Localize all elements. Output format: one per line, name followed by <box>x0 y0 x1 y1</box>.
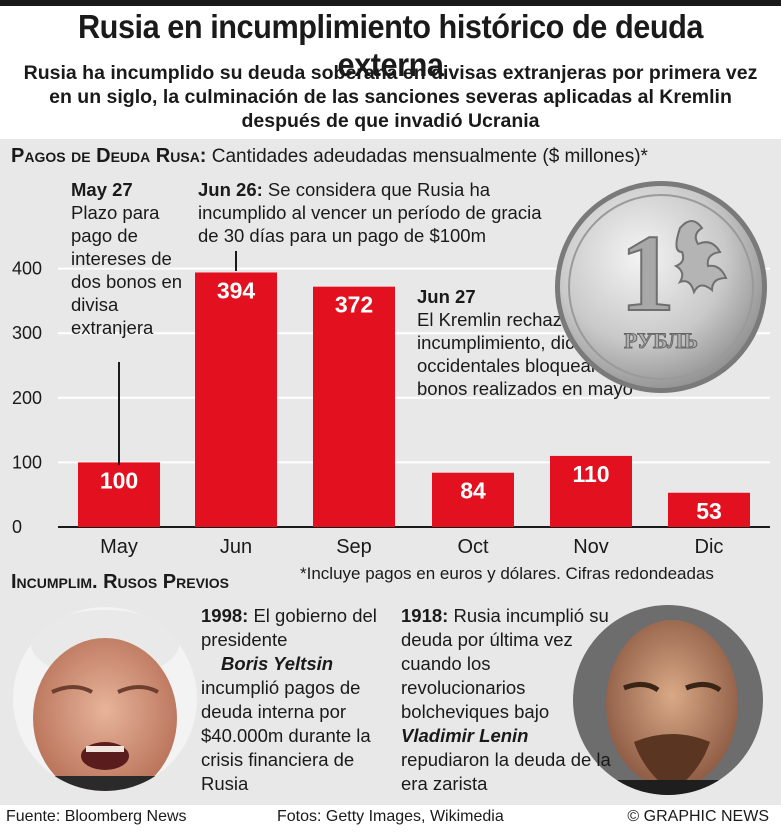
bar-value-label: 84 <box>460 478 486 504</box>
history-heading: Incumplim. Rusos Previos <box>11 571 229 594</box>
page-subtitle: Rusia ha incumplido su deuda soberana en… <box>23 62 758 132</box>
annotation-jun26: Jun 26: Se considera que Rusia ha incump… <box>198 178 548 247</box>
history-1998: 1998: El gobierno del presidente Boris Y… <box>201 604 401 796</box>
page-title: Rusia en incumplimiento histórico de deu… <box>77 8 704 83</box>
ruble-numeral: 1 <box>620 212 675 334</box>
history-1998-year: 1998: <box>201 605 249 626</box>
y-tick-label: 0 <box>12 517 22 537</box>
y-tick-label: 200 <box>12 388 42 408</box>
y-tick-label: 400 <box>12 259 42 279</box>
bar-value-label: 110 <box>572 461 609 487</box>
history-1998-name: Boris Yeltsin <box>221 653 334 674</box>
footer-band <box>0 805 781 838</box>
annotation-may27-text: Plazo para pago de intereses de dos bono… <box>71 202 183 338</box>
yeltsin-photo <box>13 607 197 791</box>
bar-value-label: 100 <box>100 467 138 493</box>
leader-layer <box>118 251 237 465</box>
footer-credit: © GRAPHIC NEWS <box>627 808 769 825</box>
history-1918-name: Vladimir Lenin <box>401 725 529 746</box>
chart-footnote: *Incluye pagos en euros y dólares. Cifra… <box>300 564 714 583</box>
bar <box>195 272 277 527</box>
annotation-may27-date: May 27 <box>71 179 133 200</box>
bar-value-label: 53 <box>696 498 722 524</box>
footer-source: Fuente: Bloomberg News <box>6 808 187 825</box>
label-layer: 100 May 394 Jun 372 Sep 84 Oct 110 Nov 53 Dic <box>100 277 724 558</box>
footer-photos: Fotos: Getty Images, Wikimedia <box>277 808 504 825</box>
bar <box>78 462 160 527</box>
bar <box>668 492 750 527</box>
history-1918-pre: Rusia incumplió su deuda por última vez … <box>401 605 609 722</box>
bar-layer <box>78 272 750 527</box>
lenin-photo <box>573 605 763 795</box>
annotation-may27: May 27 Plazo para pago de intereses de d… <box>71 178 189 339</box>
chart-heading-label: Pagos de Deuda Rusa: <box>11 145 207 167</box>
x-tick-label: Nov <box>573 536 609 558</box>
chart-heading-text: Cantidades adeudadas mensualmente ($ mil… <box>211 146 648 167</box>
bar-value-label: 394 <box>217 277 256 303</box>
y-tick-label: 100 <box>12 452 42 472</box>
bar-value-label: 372 <box>335 292 373 318</box>
bar-chart: 0 100 200 300 400 100 May 394 Jun 372 Sep 84 Oct 110… <box>12 251 770 558</box>
ruble-ornament <box>673 220 728 295</box>
ruble-word: РУБЛЬ <box>624 328 698 353</box>
ruble-coin-icon: 1 РУБЛЬ <box>555 181 767 393</box>
x-tick-label: Dic <box>695 536 724 558</box>
bar <box>432 472 514 527</box>
y-tick-label: 300 <box>12 323 42 343</box>
annotation-jun26-text: Se considera que Rusia ha incumplido al … <box>198 179 542 246</box>
top-rule <box>0 0 781 6</box>
x-tick-label: Sep <box>336 536 372 558</box>
x-tick-label: Jun <box>220 536 252 558</box>
history-1918-year: 1918: <box>401 605 449 626</box>
history-heading-label: Incumplim. Rusos Previos <box>11 571 230 593</box>
history-1998-post: incumplió pagos de deuda interna por $40… <box>201 677 371 794</box>
chart-heading: Pagos de Deuda Rusa: Cantidades adeudada… <box>11 145 648 168</box>
x-tick-label: May <box>100 536 138 558</box>
x-tick-label: Oct <box>457 536 489 558</box>
annotation-jun27-date: Jun 27 <box>417 286 476 307</box>
annotation-jun26-date: Jun 26: <box>198 179 263 200</box>
history-1998-pre: El gobierno del presidente <box>201 605 377 650</box>
history-1918-post: repudiaron la deuda de la era zarista <box>401 749 611 794</box>
bar <box>550 455 632 527</box>
history-1918: 1918: Rusia incumplió su deuda por últim… <box>401 604 611 796</box>
bar <box>313 286 395 527</box>
